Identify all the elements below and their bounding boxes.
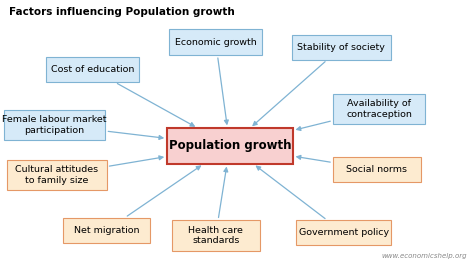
Text: Stability of society: Stability of society xyxy=(297,43,385,52)
Text: Economic growth: Economic growth xyxy=(175,38,256,47)
Text: Availability of
contraception: Availability of contraception xyxy=(346,99,412,119)
FancyBboxPatch shape xyxy=(46,57,138,82)
FancyBboxPatch shape xyxy=(292,35,391,60)
FancyBboxPatch shape xyxy=(170,29,262,55)
Text: Cost of education: Cost of education xyxy=(51,65,134,74)
FancyBboxPatch shape xyxy=(167,128,292,164)
Text: www.economicshelp.org: www.economicshelp.org xyxy=(381,253,467,259)
Text: Female labour market
participation: Female labour market participation xyxy=(2,115,107,135)
Text: Net migration: Net migration xyxy=(74,226,139,235)
Text: Social norms: Social norms xyxy=(346,165,407,174)
Text: Cultural attitudes
to family size: Cultural attitudes to family size xyxy=(15,165,99,185)
Text: Factors influencing Population growth: Factors influencing Population growth xyxy=(9,7,235,17)
Text: Health care
standards: Health care standards xyxy=(188,226,243,245)
FancyBboxPatch shape xyxy=(172,220,260,250)
FancyBboxPatch shape xyxy=(296,220,391,245)
FancyBboxPatch shape xyxy=(333,94,425,124)
Text: Population growth: Population growth xyxy=(169,139,291,153)
FancyBboxPatch shape xyxy=(333,157,420,182)
FancyBboxPatch shape xyxy=(7,160,107,190)
Text: Government policy: Government policy xyxy=(299,228,389,237)
FancyBboxPatch shape xyxy=(63,218,151,242)
FancyBboxPatch shape xyxy=(4,110,105,140)
